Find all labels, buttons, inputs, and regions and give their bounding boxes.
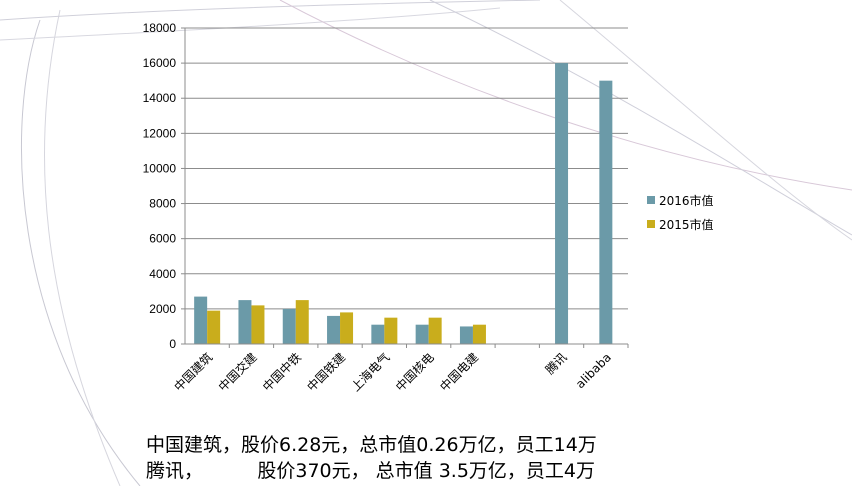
y-tick-label: 0: [169, 337, 176, 351]
bar-2016: [459, 326, 473, 344]
legend: 2016市值 2015市值: [647, 193, 714, 232]
y-tick-label: 12000: [143, 126, 177, 140]
caption-line-2: 腾讯， 股价370元， 总市值 3.5万亿，员工4万: [146, 460, 596, 482]
category-label: 中国铁建: [304, 350, 349, 395]
y-tick-label: 10000: [143, 161, 177, 175]
y-tick-label: 4000: [149, 267, 176, 281]
bar-2015: [428, 317, 442, 344]
legend-swatch: [647, 220, 655, 228]
bar-2015: [207, 310, 221, 344]
y-tick-labels: 0 2000 4000 6000 8000 10000 12000 14000 16000 180…: [143, 21, 177, 351]
caption-line-1: 中国建筑，股价6.28元，总市值0.26万亿，员工14万: [146, 434, 597, 456]
category-label: 中国建筑: [171, 350, 216, 395]
legend-swatch: [647, 196, 655, 204]
y-tick-label: 16000: [143, 56, 177, 70]
bar-2016: [238, 300, 252, 344]
gridlines: [185, 27, 628, 310]
category-labels: 中国建筑 中国交建 中国中铁 中国铁建 上海电气 中国核电 中国电建 腾讯 alibaba: [171, 350, 614, 395]
category-label: 中国交建: [215, 350, 260, 395]
bar-2016: [327, 315, 341, 344]
bar-2015: [472, 324, 486, 344]
category-label: 上海电气: [348, 350, 393, 395]
y-tick-label: 6000: [149, 232, 176, 246]
category-label: 中国中铁: [259, 350, 304, 395]
legend-label: 2016市值: [659, 193, 714, 208]
legend-label: 2015市值: [659, 217, 714, 232]
bar-2016: [415, 324, 429, 344]
category-label: alibaba: [573, 350, 614, 391]
category-label: 中国核电: [392, 350, 437, 395]
bar-2015: [340, 312, 354, 344]
bar-2016: [282, 308, 296, 344]
bar-2016: [599, 80, 613, 345]
decorative-curve: [559, 0, 852, 241]
y-tick-label: 8000: [149, 197, 176, 211]
bar-2015: [384, 317, 398, 344]
decorative-curve: [0, 7, 501, 41]
y-tick-label: 18000: [143, 21, 177, 35]
bar-2016: [555, 63, 569, 344]
category-label: 中国电建: [437, 350, 482, 395]
bar-2015: [251, 305, 265, 344]
bar-2016: [371, 324, 385, 344]
bars: [194, 63, 613, 345]
decorative-curve: [0, 0, 541, 21]
bar-2016: [194, 296, 208, 344]
axes: [181, 27, 629, 348]
bar-2015: [295, 300, 309, 344]
y-tick-label: 2000: [149, 302, 176, 316]
decorative-curve: [429, 0, 852, 236]
category-label: 腾讯: [542, 350, 570, 378]
y-tick-label: 14000: [143, 91, 177, 105]
decorative-curve: [43, 9, 121, 486]
